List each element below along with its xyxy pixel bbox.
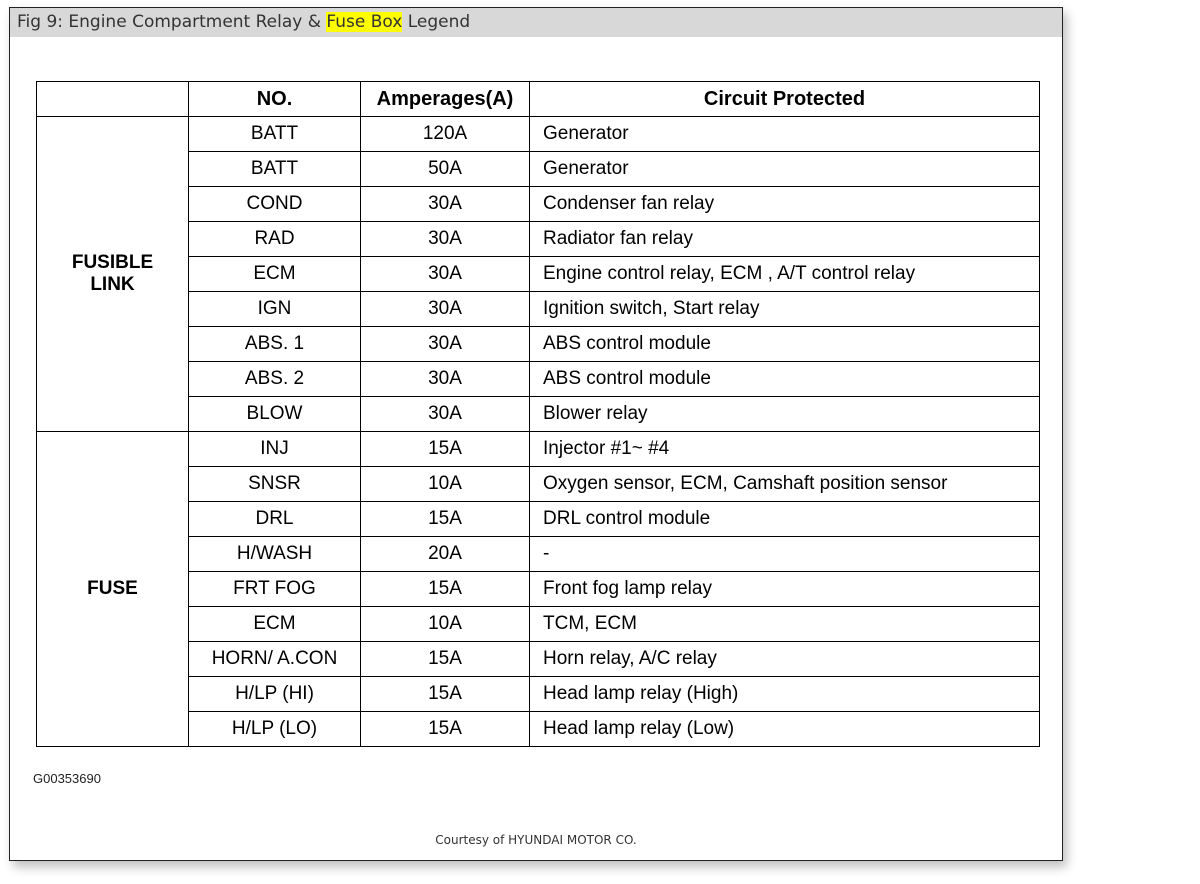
- table-row: FUSIBLE LINK BATT 120A Generator: [36, 116, 1040, 432]
- table-row: FUSE INJ 15A Injector #1~ #4: [36, 431, 1040, 747]
- group-label-line: FUSE: [87, 578, 138, 599]
- fuse-number-cell: ECM: [188, 256, 361, 292]
- fuse-number-cell: SNSR: [188, 466, 361, 502]
- table-row: ECM 10A TCM, ECM: [37, 606, 1040, 642]
- circuit-cell: Ignition switch, Start relay: [529, 291, 1040, 327]
- fuse-number-cell: HORN/ A.CON: [188, 641, 361, 677]
- circuit-cell: Radiator fan relay: [529, 221, 1040, 257]
- circuit-cell: -: [529, 536, 1040, 572]
- fuse-number-cell: H/LP (LO): [188, 711, 361, 747]
- fuse-number-cell: RAD: [188, 221, 361, 257]
- circuit-cell: Front fog lamp relay: [529, 571, 1040, 607]
- table-row: H/WASH 20A -: [37, 536, 1040, 572]
- figure-panel: Fig 9: Engine Compartment Relay & Fuse B…: [9, 7, 1063, 861]
- circuit-cell: Injector #1~ #4: [529, 431, 1040, 467]
- circuit-cell: Horn relay, A/C relay: [529, 641, 1040, 677]
- table-row: BATT 50A Generator: [37, 151, 1040, 187]
- fuse-number-cell: INJ: [188, 431, 361, 467]
- fuse-number-cell: COND: [188, 186, 361, 222]
- amperage-cell: 30A: [360, 396, 530, 432]
- amperage-cell: 30A: [360, 186, 530, 222]
- amperage-cell: 15A: [360, 676, 530, 712]
- table-row: SNSR 10A Oxygen sensor, ECM, Camshaft posi…: [37, 466, 1040, 502]
- fuse-number-cell: DRL: [188, 501, 361, 537]
- figure-code: G00353690: [33, 771, 101, 786]
- courtesy-caption: Courtesy of HYUNDAI MOTOR CO.: [435, 833, 637, 847]
- fuse-number-cell: H/WASH: [188, 536, 361, 572]
- circuit-cell: Generator: [529, 116, 1040, 152]
- header-no: NO.: [188, 81, 361, 117]
- circuit-cell: Blower relay: [529, 396, 1040, 432]
- amperage-cell: 15A: [360, 711, 530, 747]
- circuit-cell: Condenser fan relay: [529, 186, 1040, 222]
- circuit-cell: ABS control module: [529, 326, 1040, 362]
- amperage-cell: 120A: [360, 116, 530, 152]
- amperage-cell: 20A: [360, 536, 530, 572]
- fuse-number-cell: ECM: [188, 606, 361, 642]
- figure-title: Fig 9: Engine Compartment Relay & Fuse B…: [10, 8, 1062, 37]
- header-circuit: Circuit Protected: [529, 81, 1040, 117]
- group-label-line: FUSIBLE: [71, 252, 154, 273]
- fuse-number-cell: BLOW: [188, 396, 361, 432]
- header-amperage: Amperages(A): [360, 81, 530, 117]
- circuit-cell: Head lamp relay (High): [529, 676, 1040, 712]
- fuse-legend-table: NO. Amperages(A) Circuit Protected FUSIB…: [36, 81, 1040, 747]
- table-row: BLOW 30A Blower relay: [37, 396, 1040, 432]
- table-row: ECM 30A Engine control relay, ECM , A/T co…: [37, 256, 1040, 292]
- group-label: FUSIBLE LINK: [36, 116, 189, 432]
- table-row: COND 30A Condenser fan relay: [37, 186, 1040, 222]
- table-row: H/LP (HI) 15A Head lamp relay (High): [37, 676, 1040, 712]
- amperage-cell: 30A: [360, 256, 530, 292]
- table-row: HORN/ A.CON 15A Horn relay, A/C relay: [37, 641, 1040, 677]
- group-label-line: LINK: [90, 274, 135, 295]
- circuit-cell: Oxygen sensor, ECM, Camshaft position se…: [529, 466, 1040, 502]
- table-header-row: NO. Amperages(A) Circuit Protected: [36, 81, 1040, 117]
- fuse-number-cell: IGN: [188, 291, 361, 327]
- amperage-cell: 15A: [360, 501, 530, 537]
- title-text: Fig 9: Engine Compartment Relay &: [17, 12, 327, 32]
- amperage-cell: 30A: [360, 326, 530, 362]
- title-highlight: Fuse Box: [326, 12, 403, 32]
- amperage-cell: 50A: [360, 151, 530, 187]
- table-row: RAD 30A Radiator fan relay: [37, 221, 1040, 257]
- amperage-cell: 15A: [360, 431, 530, 467]
- amperage-cell: 15A: [360, 571, 530, 607]
- fuse-number-cell: ABS. 1: [188, 326, 361, 362]
- amperage-cell: 30A: [360, 361, 530, 397]
- amperage-cell: 10A: [360, 466, 530, 502]
- table-row: ABS. 2 30A ABS control module: [37, 361, 1040, 397]
- amperage-cell: 10A: [360, 606, 530, 642]
- table-row: DRL 15A DRL control module: [37, 501, 1040, 537]
- table-row: H/LP (LO) 15A Head lamp relay (Low): [37, 711, 1040, 747]
- circuit-cell: Generator: [529, 151, 1040, 187]
- circuit-cell: ABS control module: [529, 361, 1040, 397]
- fuse-number-cell: FRT FOG: [188, 571, 361, 607]
- group-label: FUSE: [36, 431, 189, 747]
- fuse-number-cell: ABS. 2: [188, 361, 361, 397]
- amperage-cell: 30A: [360, 221, 530, 257]
- header-group: [36, 81, 189, 117]
- circuit-cell: DRL control module: [529, 501, 1040, 537]
- amperage-cell: 30A: [360, 291, 530, 327]
- circuit-cell: Engine control relay, ECM , A/T control …: [529, 256, 1040, 292]
- fuse-number-cell: H/LP (HI): [188, 676, 361, 712]
- table-row: IGN 30A Ignition switch, Start relay: [37, 291, 1040, 327]
- fuse-number-cell: BATT: [188, 151, 361, 187]
- circuit-cell: Head lamp relay (Low): [529, 711, 1040, 747]
- title-suffix: Legend: [402, 12, 471, 32]
- circuit-cell: TCM, ECM: [529, 606, 1040, 642]
- amperage-cell: 15A: [360, 641, 530, 677]
- fuse-number-cell: BATT: [188, 116, 361, 152]
